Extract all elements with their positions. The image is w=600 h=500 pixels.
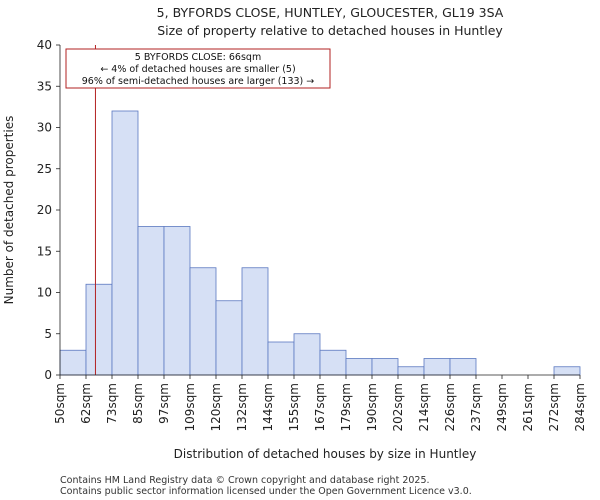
bar-155sqm <box>293 333 321 376</box>
bar-272sqm <box>553 366 581 376</box>
x-tick-label-214sqm: 214sqm <box>417 383 431 431</box>
bar-190sqm <box>371 358 399 376</box>
y-tick-label-35: 35 <box>37 79 52 93</box>
x-tick-label-237sqm: 237sqm <box>469 383 483 431</box>
bar-167sqm <box>319 349 347 376</box>
x-tick-label-85sqm: 85sqm <box>131 383 145 424</box>
x-tick-label-202sqm: 202sqm <box>391 383 405 431</box>
x-tick-label-190sqm: 190sqm <box>365 383 379 431</box>
x-tick-label-97sqm: 97sqm <box>157 383 171 424</box>
x-tick-label-132sqm: 132sqm <box>235 383 249 431</box>
annotation-box <box>65 48 331 89</box>
bars-group <box>59 110 581 376</box>
bar-202sqm <box>397 366 425 376</box>
y-tick-label-40: 40 <box>37 38 52 52</box>
bar-50sqm <box>59 349 87 376</box>
bar-214sqm <box>423 358 451 376</box>
bar-179sqm <box>345 358 373 376</box>
x-tick-label-144sqm: 144sqm <box>261 383 275 431</box>
footer-line2: Contains public sector information licen… <box>60 486 472 497</box>
x-tick-label-50sqm: 50sqm <box>53 383 67 424</box>
x-tick-label-272sqm: 272sqm <box>547 383 561 431</box>
footer-line1: Contains HM Land Registry data © Crown c… <box>60 475 430 486</box>
y-tick-label-0: 0 <box>44 368 52 382</box>
chart-title-line1: 5, BYFORDS CLOSE, HUNTLEY, GLOUCESTER, G… <box>157 5 504 20</box>
annotation-line1: 5 BYFORDS CLOSE: 66sqm <box>135 52 261 63</box>
bar-73sqm <box>111 110 139 376</box>
annotation-line3: 96% of semi-detached houses are larger (… <box>82 76 315 87</box>
y-tick-label-30: 30 <box>37 121 52 135</box>
x-axis-label: Distribution of detached houses by size … <box>174 447 477 461</box>
x-tick-label-62sqm: 62sqm <box>79 383 93 424</box>
y-tick-label-5: 5 <box>44 327 52 341</box>
y-tick-label-20: 20 <box>37 203 52 217</box>
bar-120sqm <box>215 300 243 376</box>
y-axis-label: Number of detached properties <box>2 116 16 305</box>
bar-226sqm <box>449 358 477 376</box>
x-tick-label-261sqm: 261sqm <box>521 383 535 431</box>
axes-group: 0 5 10 15 20 25 30 35 40 50sqm 62sqm 73sqm 85sqm 97sq… <box>37 38 587 431</box>
bar-85sqm <box>137 226 165 376</box>
x-tick-label-249sqm: 249sqm <box>495 383 509 431</box>
bar-132sqm <box>241 267 269 376</box>
x-tick-label-179sqm: 179sqm <box>339 383 353 431</box>
x-tick-label-109sqm: 109sqm <box>183 383 197 431</box>
x-tick-label-284sqm: 284sqm <box>573 383 587 431</box>
bar-97sqm <box>163 226 191 376</box>
x-tick-label-155sqm: 155sqm <box>287 383 301 431</box>
bar-144sqm <box>267 341 295 376</box>
x-tick-label-73sqm: 73sqm <box>105 383 119 424</box>
y-tick-label-10: 10 <box>37 286 52 300</box>
bar-109sqm <box>189 267 217 376</box>
chart-title-line2: Size of property relative to detached ho… <box>157 23 503 38</box>
marker-group: 5 BYFORDS CLOSE: 66sqm← 4% of detached h… <box>65 45 331 375</box>
bar-62sqm <box>85 283 113 376</box>
y-tick-label-25: 25 <box>37 162 52 176</box>
y-tick-label-15: 15 <box>37 244 52 258</box>
x-tick-label-120sqm: 120sqm <box>209 383 223 431</box>
x-tick-label-167sqm: 167sqm <box>313 383 327 431</box>
x-tick-label-226sqm: 226sqm <box>443 383 457 431</box>
annotation-line2: ← 4% of detached houses are smaller (5) <box>100 64 295 75</box>
